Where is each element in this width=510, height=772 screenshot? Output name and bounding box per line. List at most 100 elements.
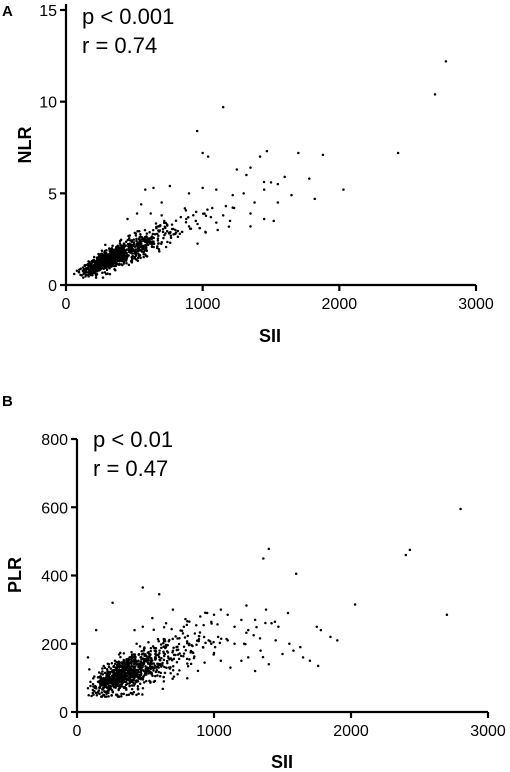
data-point	[168, 241, 172, 245]
panel-a-letter: A	[2, 3, 13, 20]
data-point	[125, 261, 128, 265]
data-point	[169, 666, 172, 669]
data-point	[99, 260, 103, 264]
data-point	[228, 219, 232, 223]
data-point	[168, 184, 172, 188]
data-point	[140, 250, 144, 253]
data-point	[158, 224, 162, 228]
data-point	[92, 255, 96, 259]
data-point	[267, 547, 271, 551]
data-point	[141, 625, 145, 628]
data-point	[139, 203, 143, 206]
data-point	[168, 231, 172, 235]
data-point	[91, 682, 95, 686]
data-point	[126, 217, 129, 221]
data-point	[336, 639, 339, 642]
data-point	[131, 678, 135, 682]
data-point	[141, 686, 145, 690]
data-point	[92, 271, 95, 274]
data-point	[104, 263, 107, 267]
data-point	[149, 649, 152, 653]
data-point	[103, 261, 106, 264]
data-point	[124, 240, 128, 244]
data-point	[184, 649, 188, 652]
data-point	[137, 243, 140, 247]
data-point	[138, 667, 141, 670]
data-point	[133, 653, 137, 656]
data-point	[134, 674, 138, 677]
data-point	[82, 271, 86, 274]
data-point	[113, 680, 116, 683]
data-point	[180, 629, 184, 632]
data-point	[130, 650, 133, 654]
data-point	[157, 593, 161, 596]
data-point	[151, 665, 154, 669]
data-point	[146, 651, 150, 655]
data-point	[206, 208, 209, 211]
panel-a-y-tick-label: 5	[48, 186, 57, 203]
data-point	[161, 664, 164, 667]
data-point	[83, 264, 86, 267]
panel-b-p-value: p < 0.01	[93, 427, 173, 452]
data-point	[231, 193, 234, 197]
data-point	[128, 234, 132, 237]
data-point	[216, 623, 219, 626]
data-point	[131, 243, 135, 247]
data-point	[100, 257, 103, 261]
data-point	[99, 266, 103, 269]
data-point	[166, 651, 170, 654]
data-point	[162, 637, 166, 641]
data-point	[120, 247, 124, 251]
data-point	[281, 652, 284, 656]
data-point	[186, 665, 190, 668]
data-point	[161, 661, 164, 665]
data-point	[142, 239, 145, 242]
data-point	[155, 226, 158, 230]
data-point	[149, 681, 152, 684]
data-point	[103, 690, 106, 693]
data-point	[96, 676, 100, 679]
data-point	[185, 217, 188, 221]
data-point	[127, 237, 131, 240]
data-point	[119, 677, 123, 680]
data-point	[97, 264, 100, 268]
data-point	[144, 679, 148, 683]
data-point	[138, 230, 141, 233]
data-point	[115, 262, 118, 266]
data-point	[204, 214, 208, 217]
data-point	[319, 628, 323, 632]
data-point	[258, 637, 262, 640]
data-point	[156, 662, 159, 665]
data-point	[153, 232, 157, 236]
data-point	[197, 638, 201, 641]
data-point	[127, 254, 130, 257]
data-point	[115, 669, 118, 672]
data-point	[92, 677, 95, 680]
data-point	[187, 216, 190, 219]
data-point	[98, 692, 101, 696]
data-point	[160, 201, 163, 204]
data-point	[105, 667, 109, 671]
data-point	[86, 656, 90, 659]
data-point	[147, 672, 150, 675]
data-point	[88, 262, 91, 266]
data-point	[155, 232, 159, 236]
data-point	[119, 250, 123, 254]
data-point	[101, 683, 104, 687]
data-point	[195, 623, 198, 627]
data-point	[143, 228, 147, 232]
data-point	[98, 268, 101, 272]
data-point	[247, 656, 250, 659]
data-point	[116, 259, 120, 263]
data-point	[316, 664, 320, 668]
data-point	[140, 661, 143, 665]
data-point	[192, 213, 195, 217]
data-point	[147, 658, 150, 662]
data-point	[94, 266, 98, 270]
data-point	[189, 227, 193, 231]
data-point	[142, 681, 146, 684]
data-point	[202, 635, 206, 639]
data-point	[127, 658, 131, 662]
data-point	[203, 661, 206, 664]
data-point	[445, 613, 449, 616]
